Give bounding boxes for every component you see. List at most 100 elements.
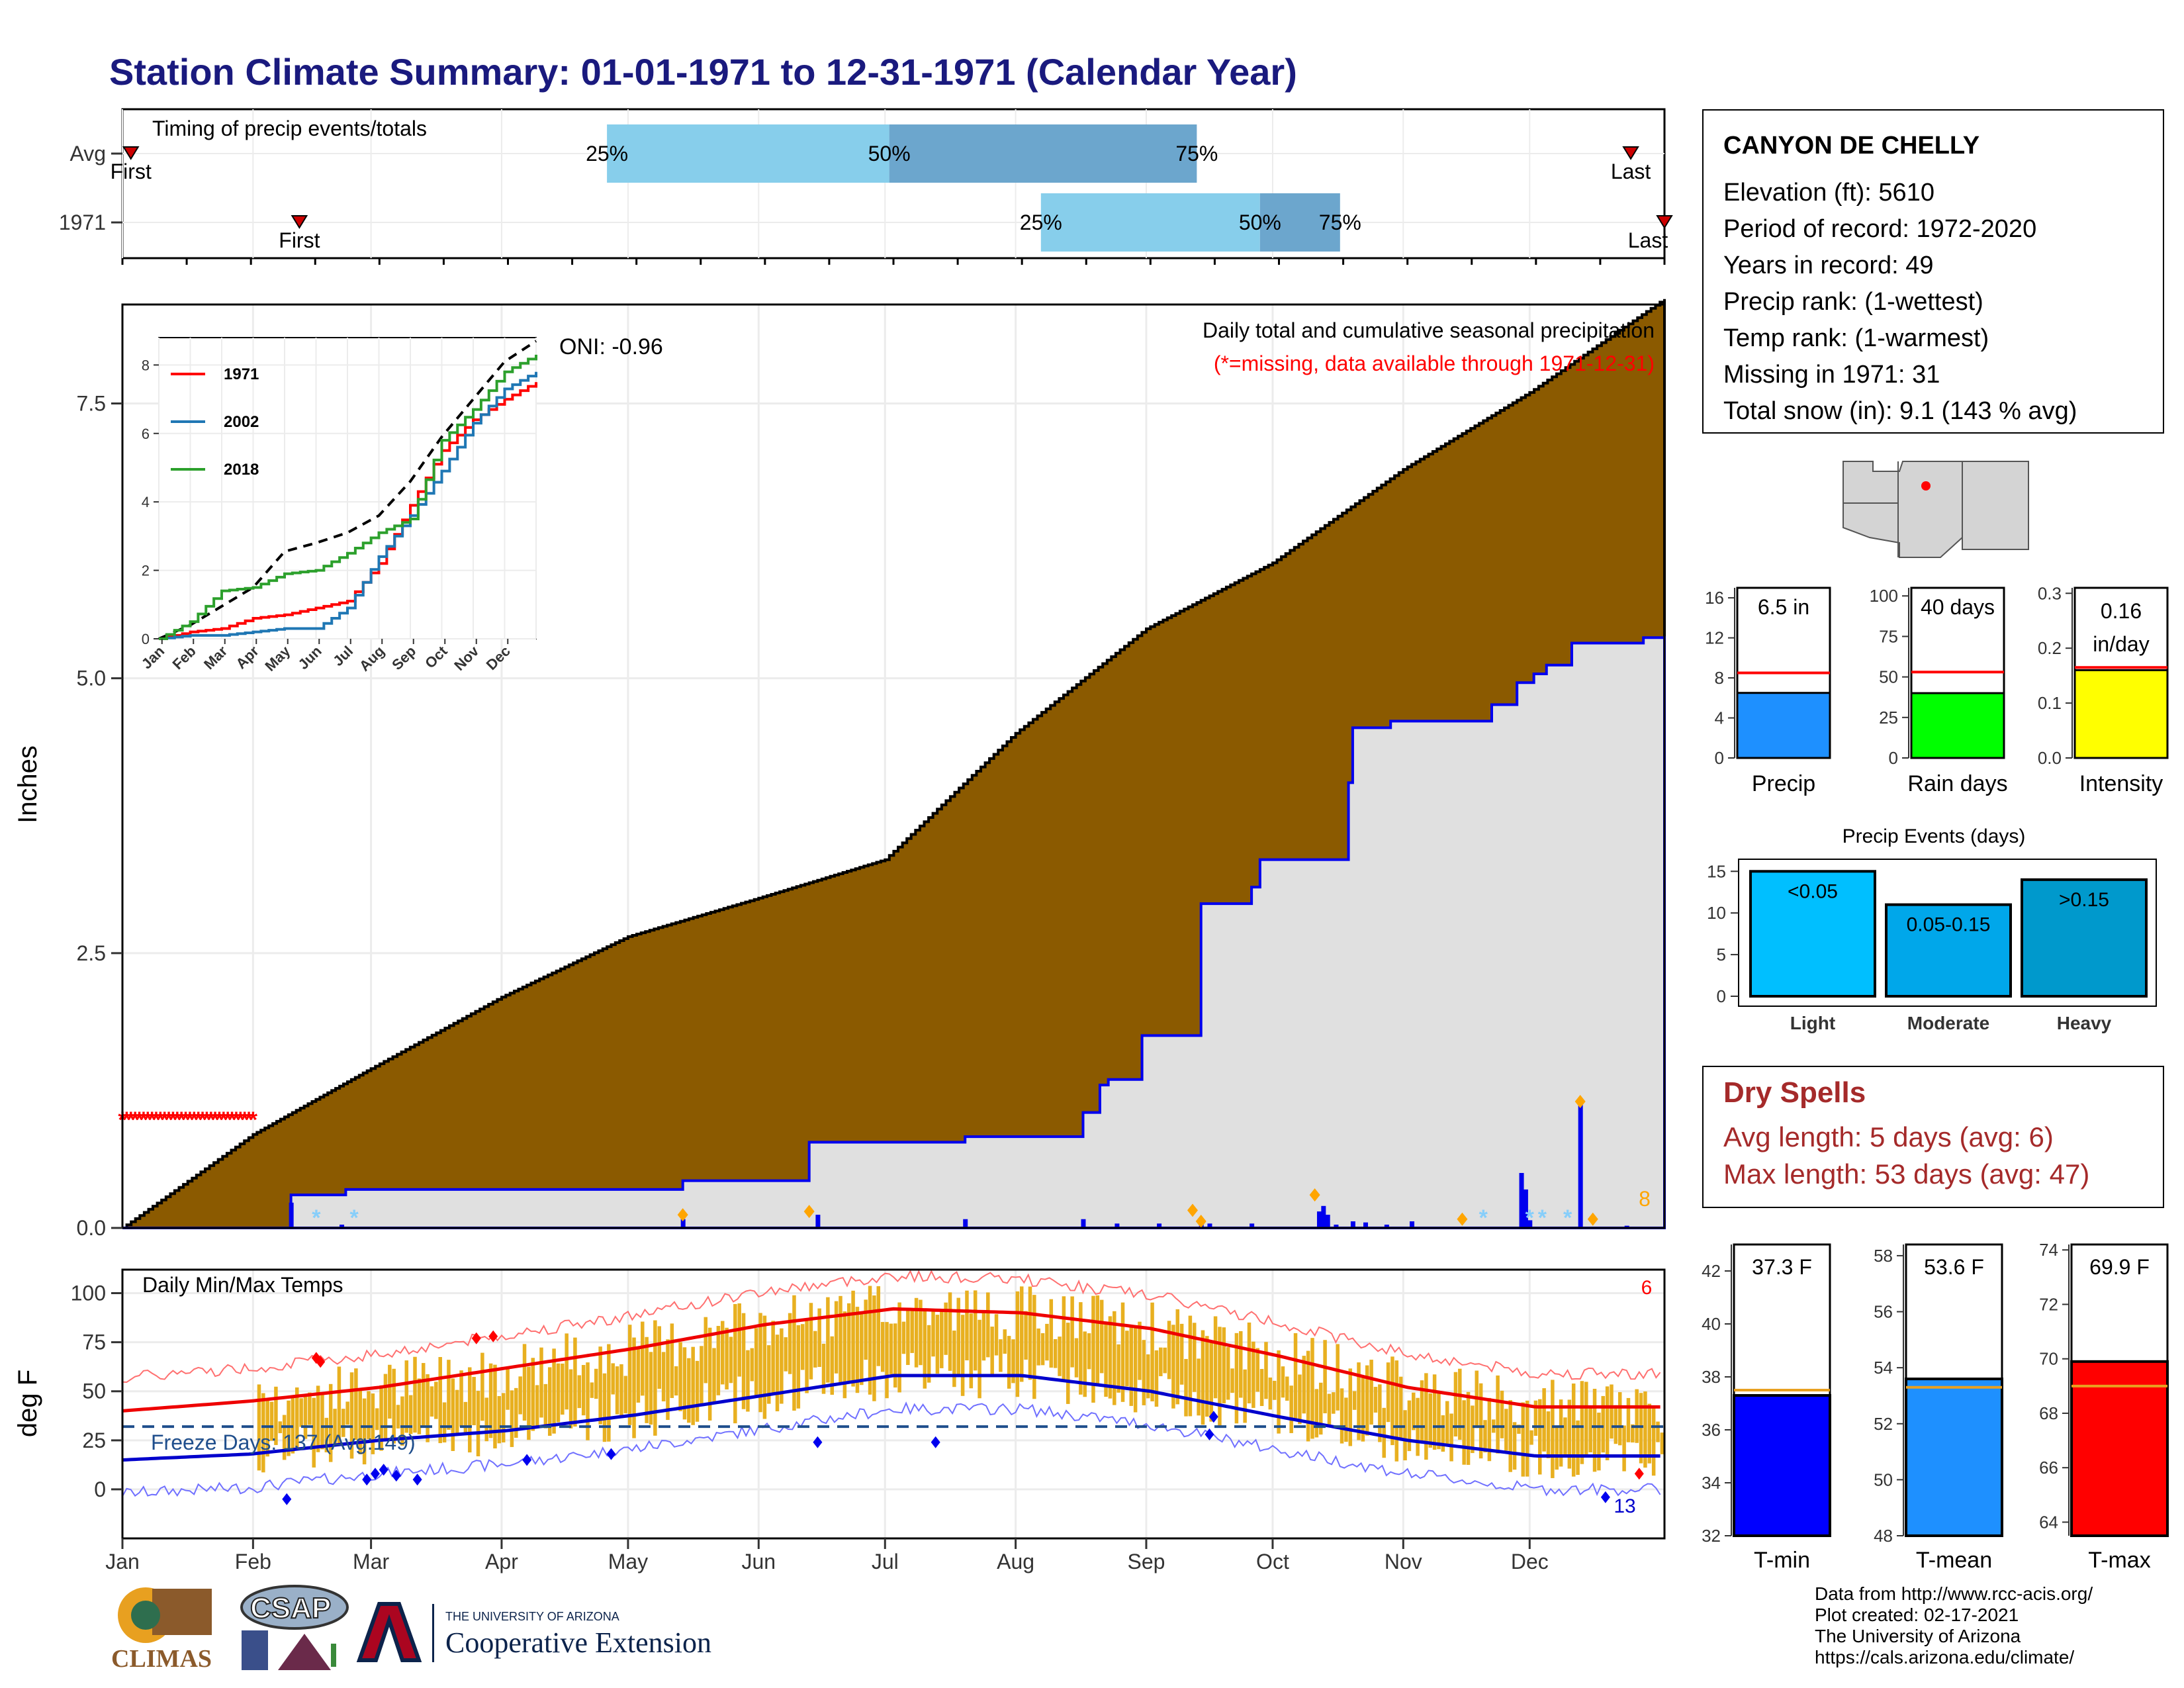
daily-temp-bar — [1087, 1333, 1091, 1370]
daily-temp-bar — [1142, 1340, 1146, 1405]
daily-temp-bar — [1163, 1347, 1167, 1374]
summary-bar-value: 6.5 in — [1758, 595, 1809, 619]
daily-temp-bar — [1521, 1402, 1525, 1477]
daily-temp-bar — [1138, 1321, 1142, 1380]
temp-ytick-label: 100 — [71, 1282, 106, 1305]
precip-annotation: Daily total and cumulative seasonal prec… — [1203, 318, 1655, 342]
daily-temp-bar — [931, 1309, 935, 1357]
daily-temp-bar — [459, 1370, 463, 1427]
daily-temp-bar — [1597, 1413, 1601, 1471]
temp-ytick-label: 25 — [82, 1429, 106, 1452]
daily-temp-bar — [265, 1400, 269, 1457]
missing-day-mark: * — [215, 1107, 224, 1133]
summary-bar-tick-label: 0 — [1889, 748, 1898, 768]
daily-temp-bar — [1576, 1420, 1580, 1476]
daily-temp-bar — [1251, 1341, 1255, 1408]
record-low-line — [122, 1401, 1661, 1497]
daily-temp-bar — [691, 1346, 695, 1425]
daily-precip-marker — [677, 1208, 688, 1222]
missing-day-mark: * — [240, 1107, 250, 1133]
inset-ytick-label: 6 — [142, 426, 150, 442]
missing-day-mark: * — [190, 1107, 199, 1133]
daily-temp-bar — [1277, 1350, 1281, 1434]
summary-bar-label: Rain days — [1907, 771, 2007, 796]
missing-day-mark: * — [148, 1107, 157, 1133]
daily-temp-bar — [876, 1286, 881, 1366]
daily-temp-bar — [1318, 1382, 1323, 1435]
temp-summary-tick-label: 42 — [1702, 1261, 1721, 1281]
daily-precip-bar — [680, 1219, 686, 1228]
daily-temp-bar — [1247, 1322, 1251, 1404]
record-low-marker — [379, 1464, 388, 1476]
daily-temp-bar — [1647, 1403, 1652, 1464]
daily-temp-bar — [1146, 1354, 1150, 1399]
daily-temp-bar — [1066, 1323, 1070, 1404]
daily-temp-bar — [299, 1398, 303, 1427]
daily-temp-bar — [383, 1374, 388, 1440]
record-low-marker — [1205, 1428, 1214, 1440]
daily-temp-bar — [1058, 1336, 1062, 1376]
summary-bar-tick-label: 100 — [1870, 586, 1898, 606]
daily-temp-bar — [864, 1299, 868, 1360]
page-title: Station Climate Summary: 01-01-1971 to 1… — [109, 51, 1297, 93]
daily-temp-bar — [337, 1366, 341, 1444]
daily-temp-bar — [349, 1372, 354, 1459]
daily-temp-bar — [442, 1402, 447, 1443]
month-tick-label: Oct — [1256, 1550, 1289, 1573]
daily-temp-bar — [1378, 1384, 1382, 1442]
month-tick-label: Apr — [485, 1550, 518, 1573]
daily-temp-bar — [1357, 1362, 1361, 1440]
daily-temp-bar — [720, 1321, 725, 1385]
daily-temp-bar — [1563, 1417, 1567, 1458]
footer-line-4: https://cals.arizona.edu/climate/ — [1815, 1647, 2075, 1667]
daily-temp-bar — [1622, 1425, 1626, 1472]
timing-p75-label: 75% — [1319, 211, 1361, 234]
daily-temp-bar — [851, 1290, 855, 1387]
snow-day-mark: * — [1525, 1205, 1535, 1231]
daily-temp-bar — [522, 1344, 527, 1421]
daily-temp-bar — [1449, 1413, 1453, 1462]
daily-temp-bar — [944, 1302, 948, 1355]
daily-temp-bar — [463, 1401, 468, 1435]
daily-temp-bar — [1074, 1338, 1079, 1378]
daily-temp-bar — [805, 1319, 809, 1393]
timing-row-label: 1971 — [59, 211, 106, 234]
station-name: CANYON DE CHELLY — [1723, 132, 1980, 160]
temp-summary-value: 69.9 F — [2089, 1255, 2150, 1279]
daily-temp-bar — [1268, 1377, 1273, 1410]
precip-event-category: Moderate — [1907, 1013, 1989, 1033]
month-tick-label: Jun — [741, 1550, 776, 1573]
daily-precip-bar — [1321, 1205, 1326, 1228]
station-period: Period of record: 1972-2020 — [1723, 215, 2037, 243]
summary-bar-tick-label: 25 — [1879, 708, 1898, 727]
daily-temp-bar — [746, 1350, 750, 1412]
daily-temp-bar — [935, 1315, 940, 1374]
summary-bar-tick-label: 0.0 — [2038, 748, 2062, 768]
precip-event-bar — [1749, 870, 1876, 998]
timing-p25-label: 25% — [1020, 211, 1062, 234]
daily-temp-bar — [981, 1313, 986, 1361]
daily-precip-bar — [1363, 1222, 1369, 1228]
daily-temp-bar — [1095, 1295, 1100, 1387]
daily-temp-bar — [1512, 1422, 1517, 1470]
temp-summary-tick-label: 70 — [2039, 1349, 2058, 1369]
missing-day-mark: * — [135, 1107, 144, 1133]
daily-temp-bar — [535, 1385, 539, 1428]
daily-temp-bar — [379, 1385, 383, 1451]
daily-temp-bar — [392, 1368, 396, 1444]
daily-precip-marker — [1309, 1188, 1320, 1202]
daily-temp-bar — [1218, 1327, 1222, 1428]
daily-temp-bar — [1567, 1399, 1572, 1469]
missing-day-mark: * — [185, 1107, 195, 1133]
precip-ytick-label: 0.0 — [77, 1216, 106, 1240]
climas-logo: CLIMAS — [111, 1587, 212, 1673]
daily-temp-bar — [1651, 1408, 1656, 1476]
daily-temp-bar — [531, 1358, 535, 1431]
daily-temp-bar — [341, 1409, 345, 1437]
daily-temp-bar — [362, 1398, 367, 1465]
daily-temp-bar — [1298, 1374, 1302, 1425]
daily-temp-bar — [1487, 1397, 1492, 1462]
daily-temp-bar — [1496, 1375, 1500, 1454]
daily-temp-bar — [1390, 1356, 1394, 1446]
daily-precip-bar — [1624, 1225, 1629, 1228]
